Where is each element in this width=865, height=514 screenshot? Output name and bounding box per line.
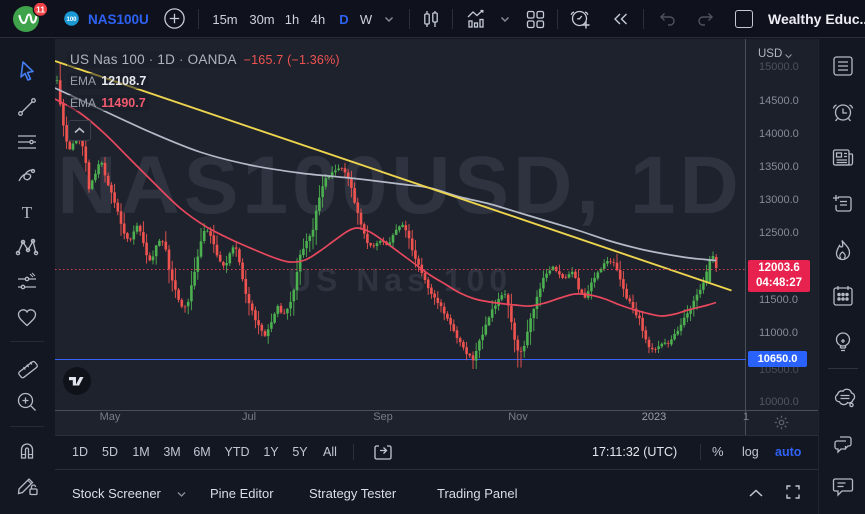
svg-text:100: 100	[66, 17, 77, 23]
svg-text:NAS100USD, 1D: NAS100USD, 1D	[57, 140, 742, 231]
svg-text:US Nas 100: US Nas 100	[288, 262, 512, 298]
svg-text:11: 11	[36, 4, 45, 14]
svg-text:T: T	[22, 203, 33, 222]
